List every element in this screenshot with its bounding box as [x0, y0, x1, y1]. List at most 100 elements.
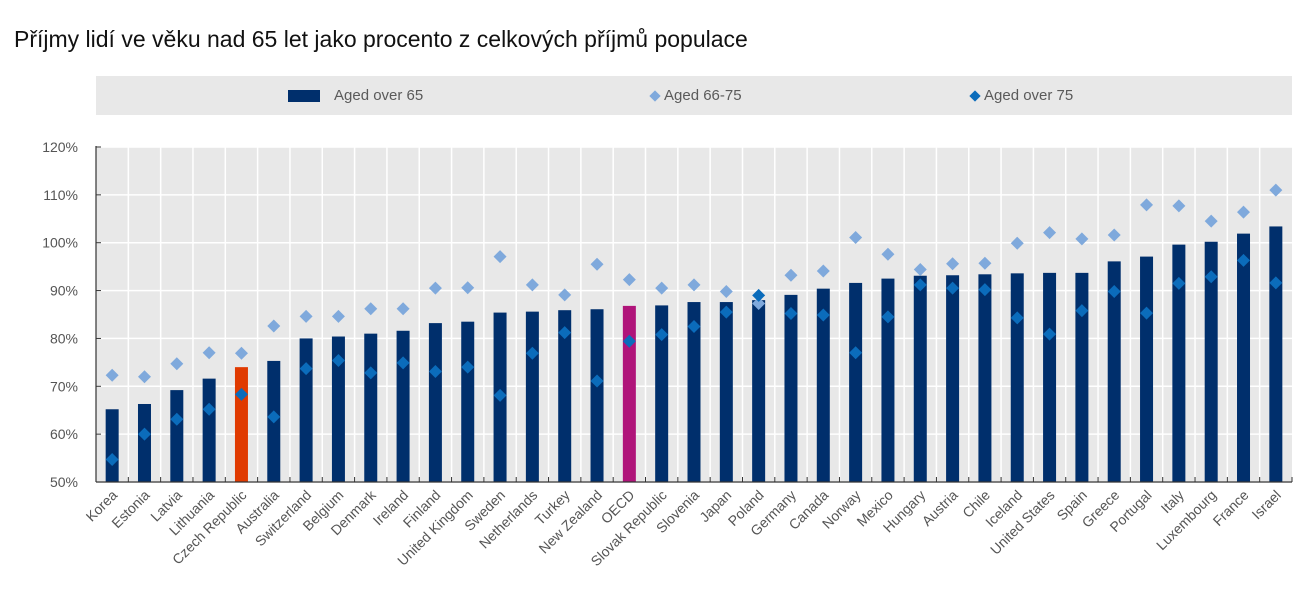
legend-item-aged-over-75: Aged over 75 — [969, 76, 1073, 115]
bar — [622, 305, 636, 482]
bar — [202, 378, 216, 482]
bar — [849, 282, 863, 482]
point-aged-66-75 — [105, 368, 119, 382]
legend-item-aged-66-75: Aged 66-75 — [649, 76, 742, 115]
point-aged-over-75 — [525, 346, 539, 360]
bar — [558, 310, 572, 482]
bar — [881, 278, 895, 482]
point-aged-66-75 — [622, 273, 636, 287]
point-aged-over-75 — [137, 427, 151, 441]
point-aged-66-75 — [881, 247, 895, 261]
point-aged-over-75 — [881, 310, 895, 324]
point-aged-66-75 — [558, 288, 572, 302]
legend-label: Aged over 75 — [984, 87, 1074, 104]
point-aged-over-75 — [299, 362, 313, 376]
point-aged-over-75 — [1107, 285, 1121, 299]
legend: Aged over 65 Aged 66-75 Aged over 75 — [96, 76, 1292, 115]
y-tick-label: 90% — [50, 283, 78, 299]
bar — [1010, 273, 1024, 482]
bar — [299, 338, 313, 482]
point-aged-66-75 — [784, 268, 798, 282]
point-aged-66-75 — [267, 319, 281, 333]
bar — [784, 294, 798, 482]
point-aged-over-75 — [849, 346, 863, 360]
bar — [1075, 272, 1089, 482]
point-aged-over-75 — [234, 387, 248, 401]
bar — [1204, 241, 1218, 482]
point-aged-over-75 — [946, 281, 960, 295]
bar — [1269, 226, 1283, 482]
y-tick-label: 70% — [50, 378, 78, 394]
bar — [396, 330, 410, 482]
bar — [946, 275, 960, 482]
legend-item-aged-over-65: Aged over 65 — [288, 76, 423, 115]
point-aged-66-75 — [1140, 198, 1154, 212]
bar — [170, 390, 184, 482]
point-aged-over-75 — [331, 353, 345, 367]
bar — [1140, 256, 1154, 482]
bar — [137, 403, 151, 482]
point-aged-over-75 — [719, 305, 733, 319]
point-aged-66-75 — [525, 278, 539, 292]
point-aged-66-75 — [364, 302, 378, 316]
y-tick-label: 50% — [50, 474, 78, 490]
point-aged-over-75 — [978, 283, 992, 297]
point-aged-over-75 — [1043, 327, 1057, 341]
point-aged-66-75 — [1075, 232, 1089, 246]
legend-label: Aged 66-75 — [664, 87, 742, 104]
y-tick-label: 80% — [50, 330, 78, 346]
bar — [364, 333, 378, 482]
bar — [1237, 233, 1251, 482]
point-aged-over-75 — [1010, 311, 1024, 325]
bar — [1172, 244, 1186, 482]
bar — [1107, 261, 1121, 482]
point-aged-over-75 — [622, 334, 636, 348]
x-tick-label: Luxembourg — [1153, 487, 1219, 553]
point-aged-over-75 — [493, 388, 507, 402]
point-aged-over-75 — [752, 288, 766, 302]
point-aged-over-75 — [655, 328, 669, 342]
bar — [461, 321, 475, 482]
point-aged-66-75 — [1010, 236, 1024, 250]
point-aged-over-75 — [461, 360, 475, 374]
point-aged-66-75 — [137, 370, 151, 384]
point-aged-66-75 — [428, 281, 442, 295]
bar — [719, 302, 733, 482]
point-aged-66-75 — [170, 357, 184, 371]
chart-title: Příjmy lidí ve věku nad 65 let jako proc… — [14, 26, 748, 52]
y-tick-label: 110% — [43, 187, 78, 203]
point-aged-over-75 — [590, 374, 604, 388]
bar — [234, 367, 248, 482]
bar — [105, 409, 119, 482]
bar — [978, 274, 992, 482]
bar — [331, 336, 345, 482]
point-aged-over-75 — [784, 307, 798, 321]
y-tick-label: 60% — [50, 426, 78, 442]
point-aged-66-75 — [331, 309, 345, 323]
bar — [1043, 272, 1057, 482]
y-tick-label: 120% — [42, 139, 78, 155]
point-aged-66-75 — [299, 309, 313, 323]
bar — [913, 275, 927, 482]
bar — [752, 300, 766, 482]
point-aged-over-75 — [364, 366, 378, 380]
point-aged-66-75 — [655, 281, 669, 295]
point-aged-over-75 — [1075, 304, 1089, 318]
point-aged-over-75 — [687, 319, 701, 333]
point-aged-over-75 — [428, 364, 442, 378]
point-aged-over-75 — [1172, 276, 1186, 290]
bar — [590, 309, 604, 482]
point-aged-66-75 — [752, 296, 766, 310]
x-tick-label: France — [1210, 487, 1252, 529]
point-aged-66-75 — [1043, 226, 1057, 240]
point-aged-66-75 — [946, 257, 960, 271]
point-aged-66-75 — [202, 346, 216, 360]
legend-label: Aged over 65 — [334, 87, 424, 104]
point-aged-over-75 — [396, 356, 410, 370]
x-tick-label: Austria — [919, 487, 961, 529]
point-aged-66-75 — [1204, 214, 1218, 228]
bar — [428, 323, 442, 482]
point-aged-over-75 — [816, 308, 830, 322]
y-tick-label: 100% — [42, 235, 78, 251]
